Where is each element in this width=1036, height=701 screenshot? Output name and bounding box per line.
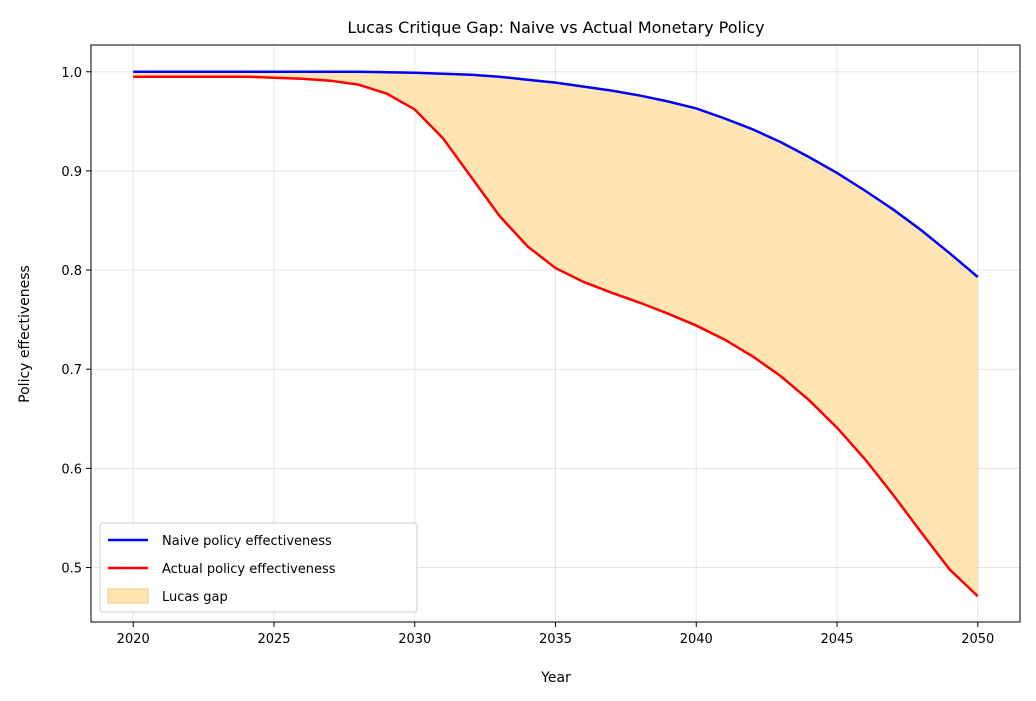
legend-swatch-gap <box>107 588 149 604</box>
series-line-naive <box>133 70 979 278</box>
chart-title: Lucas Critique Gap: Naive vs Actual Mone… <box>347 18 764 37</box>
x-tick-label: 2050 <box>961 632 994 647</box>
y-tick-label: 0.8 <box>61 264 82 279</box>
x-tick-label: 2035 <box>539 632 572 647</box>
y-tick-label: 0.7 <box>61 363 82 378</box>
legend-label-naive: Naive policy effectiveness <box>162 534 332 549</box>
y-tick-label: 1.0 <box>61 66 82 81</box>
y-tick-label: 0.6 <box>61 462 82 477</box>
series-lines <box>133 70 979 598</box>
x-tick-label: 2025 <box>257 632 290 647</box>
legend-label-actual: Actual policy effectiveness <box>162 562 336 577</box>
legend-box <box>99 522 418 613</box>
y-tick-label: 0.9 <box>61 165 82 180</box>
x-tick-label: 2020 <box>117 632 150 647</box>
y-axis-label: Policy effectiveness <box>17 265 33 403</box>
x-tick-label: 2040 <box>680 632 713 647</box>
y-tick-label: 0.5 <box>61 561 82 576</box>
legend: Naive policy effectiveness Actual policy… <box>99 522 418 613</box>
x-tick-label: 2030 <box>398 632 431 647</box>
legend-label-gap: Lucas gap <box>162 590 228 605</box>
series-line-actual <box>133 75 979 598</box>
x-tick-label: 2045 <box>820 632 853 647</box>
axis-ticks: 2020 2025 2030 2035 2040 2045 2050 0.5 0.6 0.7 0.8… <box>61 66 994 647</box>
x-axis-label: Year <box>540 670 571 686</box>
